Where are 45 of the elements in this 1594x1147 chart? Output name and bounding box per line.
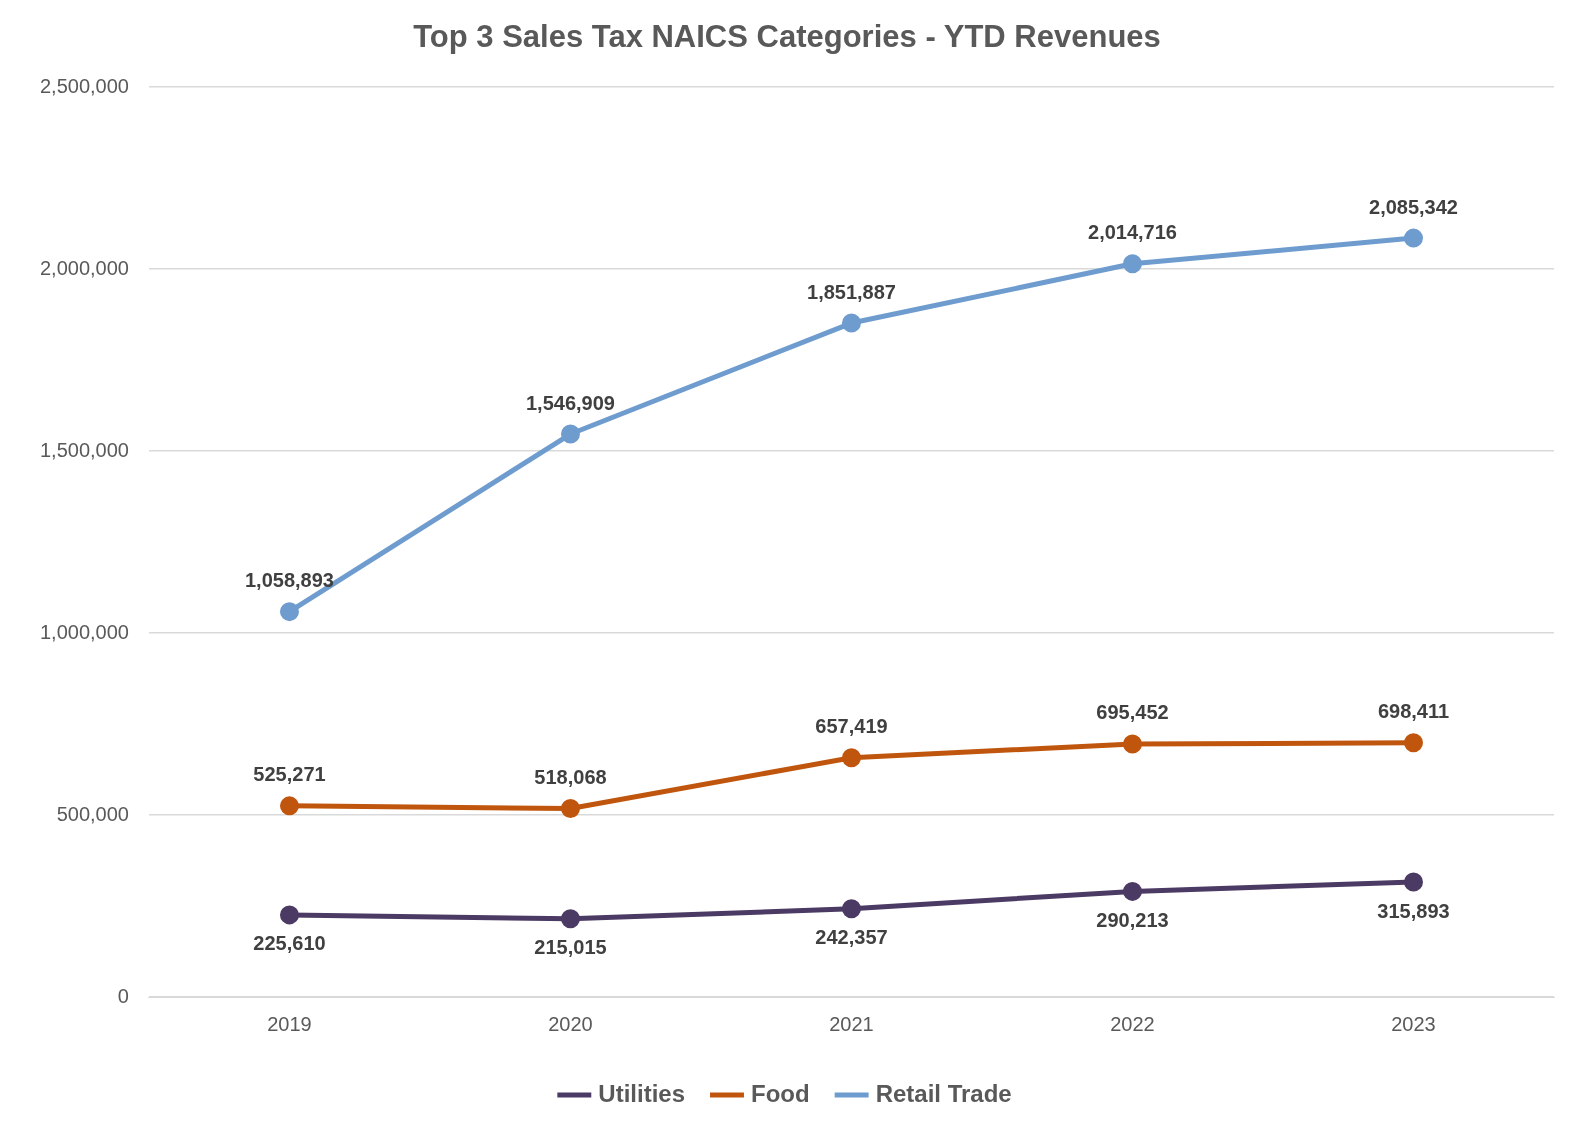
- point: [279, 905, 299, 925]
- y-tick-label: 500,000: [56, 802, 129, 825]
- data-label: 225,610: [253, 932, 326, 955]
- data-label: 518,068: [534, 765, 607, 788]
- data-label: 1,851,887: [807, 280, 896, 303]
- data-label: 290,213: [1096, 908, 1169, 931]
- y-tick-label: 2,500,000: [39, 74, 129, 97]
- point: [841, 748, 861, 768]
- point: [1404, 872, 1423, 892]
- point: [560, 909, 580, 929]
- point: [1122, 254, 1142, 274]
- data-label: 695,452: [1096, 701, 1169, 724]
- legend-label: Utilities: [598, 1079, 685, 1107]
- data-label: 1,546,909: [525, 391, 615, 414]
- point: [560, 798, 580, 818]
- x-tick-label: 2021: [829, 1012, 874, 1035]
- data-label: 1,058,893: [244, 569, 334, 592]
- chart-title: Top 3 Sales Tax NAICS Categories - YTD Revenues: [413, 19, 1161, 55]
- legend-label: Food: [750, 1079, 810, 1107]
- data-label: 525,271: [253, 763, 326, 786]
- x-tick-label: 2019: [267, 1012, 312, 1035]
- data-label: 242,357: [815, 926, 888, 949]
- x-tick-label: 2020: [548, 1012, 593, 1035]
- x-tick-label: 2022: [1110, 1012, 1155, 1035]
- point: [279, 796, 299, 816]
- point: [1404, 733, 1423, 753]
- data-label: 2,085,342: [1369, 195, 1458, 218]
- point: [279, 602, 299, 622]
- data-label: 315,893: [1377, 899, 1450, 922]
- x-tick-label: 2023: [1391, 1012, 1436, 1035]
- data-label: 215,015: [534, 936, 607, 959]
- point: [560, 424, 580, 444]
- y-tick-label: 1,500,000: [39, 438, 129, 461]
- point: [841, 899, 861, 919]
- data-label: 698,411: [1377, 700, 1450, 723]
- point: [1404, 228, 1423, 248]
- y-tick-label: 2,000,000: [39, 256, 129, 279]
- y-tick-label: 1,000,000: [39, 620, 129, 643]
- point: [1122, 881, 1142, 901]
- data-label: 2,014,716: [1088, 221, 1177, 244]
- point: [1122, 734, 1142, 754]
- data-label: 657,419: [815, 715, 888, 738]
- point: [841, 313, 861, 333]
- legend-label: Retail Trade: [875, 1079, 1012, 1107]
- y-tick-label: 0: [117, 984, 129, 1007]
